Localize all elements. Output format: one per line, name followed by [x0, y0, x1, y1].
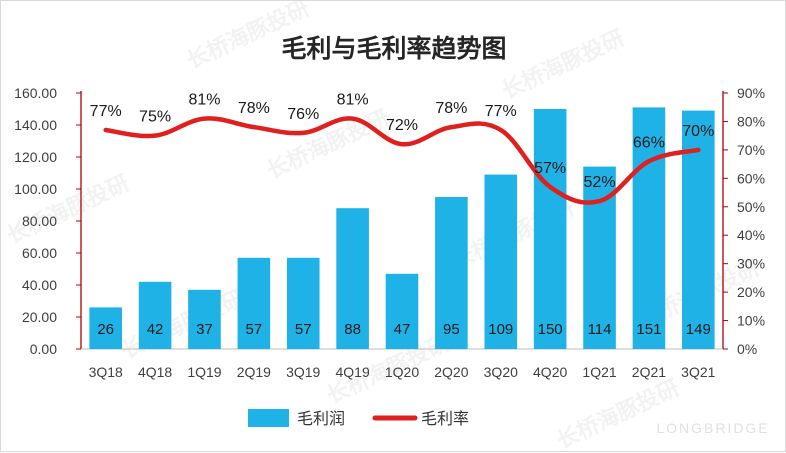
left-tick-label: 160.00 [14, 85, 57, 101]
x-tick-label: 1Q20 [385, 364, 419, 380]
watermark-text: 长桥海豚投研 [498, 25, 628, 103]
bar-value-label: 150 [538, 321, 563, 338]
x-tick-label: 2Q20 [434, 364, 468, 380]
bar-value-label: 114 [588, 321, 612, 338]
chart-title: 毛利与毛利率趋势图 [281, 34, 506, 63]
bar [682, 111, 715, 349]
bar-value-label: 95 [443, 321, 460, 338]
x-tick-label: 4Q18 [138, 364, 172, 380]
x-tick-label: 3Q18 [89, 364, 123, 380]
left-tick-label: 0.00 [30, 341, 57, 357]
x-tick-label: 4Q20 [533, 364, 567, 380]
margin-value-label: 52% [584, 174, 616, 191]
right-tick-label: 10% [737, 313, 765, 329]
bar-value-label: 149 [686, 321, 711, 338]
left-tick-label: 60.00 [22, 245, 57, 261]
right-tick-label: 40% [737, 227, 765, 243]
margin-value-label: 70% [682, 123, 714, 140]
legend: 毛利润 毛利率 [248, 409, 469, 428]
x-tick-label: 3Q20 [484, 364, 518, 380]
bar-value-label: 88 [344, 321, 361, 338]
watermark-text: 长桥海豚投研 [553, 375, 683, 453]
x-tick-label: 3Q19 [286, 364, 320, 380]
margin-value-label: 81% [188, 92, 220, 109]
legend-label-line: 毛利率 [421, 409, 469, 428]
margin-value-label: 57% [534, 160, 566, 177]
margin-value-label: 75% [139, 109, 171, 126]
right-tick-label: 0% [737, 341, 757, 357]
watermark-brand: LONGBRIDGE [656, 420, 769, 436]
bar-value-label: 57 [295, 321, 312, 338]
bar [139, 282, 172, 349]
watermark-text: 长桥海豚投研 [263, 105, 393, 183]
bar-value-label: 26 [97, 321, 114, 338]
x-tick-label: 2Q21 [632, 364, 666, 380]
right-tick-label: 30% [737, 256, 765, 272]
bar-value-label: 47 [394, 321, 411, 338]
margin-value-label: 72% [386, 117, 418, 134]
bar-value-label: 151 [636, 321, 661, 338]
left-tick-label: 140.00 [14, 117, 57, 133]
watermark-text: 长桥海豚投研 [118, 285, 248, 363]
right-tick-label: 50% [737, 199, 765, 215]
legend-label-bar: 毛利润 [297, 409, 345, 428]
bar [534, 109, 567, 349]
margin-value-label: 77% [90, 103, 122, 120]
right-tick-label: 70% [737, 142, 765, 158]
bar-value-label: 109 [488, 321, 513, 338]
x-tick-label: 4Q19 [335, 364, 369, 380]
margin-value-label: 78% [238, 100, 270, 117]
left-tick-label: 100.00 [14, 181, 57, 197]
x-tick-label: 1Q19 [187, 364, 221, 380]
bar-value-label: 57 [246, 321, 263, 338]
margin-value-label: 66% [633, 134, 665, 151]
x-tick-label: 1Q21 [582, 364, 616, 380]
right-tick-label: 20% [737, 284, 765, 300]
x-axis-ticks: 3Q18 4Q18 1Q19 2Q19 3Q19 4Q19 1Q20 2Q20 3Q20 4Q20… [89, 364, 716, 380]
bar-value-label: 37 [196, 321, 213, 338]
x-tick-label: 2Q19 [237, 364, 271, 380]
margin-value-label: 81% [337, 92, 369, 109]
line-series: 77% 75% 81% 78% 76% 81% 72% 78% 77% 57% 52% 66% 70% [90, 92, 715, 203]
left-tick-label: 20.00 [22, 309, 57, 325]
left-tick-label: 120.00 [14, 149, 57, 165]
margin-value-label: 78% [435, 100, 467, 117]
x-tick-label: 3Q21 [681, 364, 715, 380]
right-tick-label: 80% [737, 113, 765, 129]
margin-value-label: 76% [287, 106, 319, 123]
right-tick-label: 90% [737, 85, 765, 101]
bar [188, 290, 221, 349]
right-tick-label: 60% [737, 170, 765, 186]
bar-value-label: 42 [147, 321, 164, 338]
left-tick-label: 80.00 [22, 213, 57, 229]
margin-value-label: 77% [485, 103, 517, 120]
left-tick-label: 40.00 [22, 277, 57, 293]
legend-swatch-bar [248, 409, 289, 427]
